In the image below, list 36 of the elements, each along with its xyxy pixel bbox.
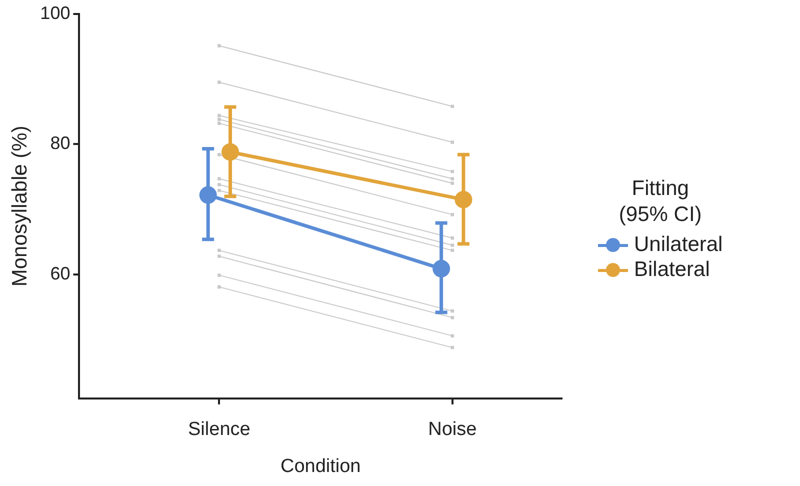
point (450, 177, 454, 180)
legend-label: Bilateral (634, 258, 710, 282)
point (450, 170, 454, 174)
point (218, 177, 221, 180)
y-axis-title: Monosyllable (%) (8, 126, 32, 287)
point (218, 122, 221, 125)
point (450, 244, 454, 247)
y-tick-label: 100 (40, 2, 70, 23)
x-tick-label: Silence (188, 419, 250, 440)
point (218, 248, 221, 252)
point (450, 104, 454, 108)
point (218, 274, 221, 277)
point (450, 309, 454, 313)
legend-label: Unilateral (634, 232, 723, 256)
point (218, 254, 221, 258)
x-tick-label: Noise (428, 419, 477, 440)
point (450, 236, 454, 240)
point (218, 285, 221, 289)
point (450, 212, 454, 216)
point (218, 80, 221, 84)
point (450, 182, 454, 185)
point (218, 114, 221, 118)
point (218, 188, 221, 192)
point (218, 152, 221, 156)
point (218, 44, 221, 48)
y-tick-label: 80 (50, 133, 70, 154)
point (218, 118, 221, 122)
x-axis-title: Condition (280, 456, 361, 477)
point (450, 346, 454, 350)
point (450, 140, 454, 144)
point (218, 182, 221, 186)
point (450, 316, 454, 320)
y-tick-label: 60 (50, 264, 70, 284)
legend-title: Fitting (95% CI) (618, 176, 703, 228)
point (450, 248, 454, 252)
point (450, 334, 454, 338)
